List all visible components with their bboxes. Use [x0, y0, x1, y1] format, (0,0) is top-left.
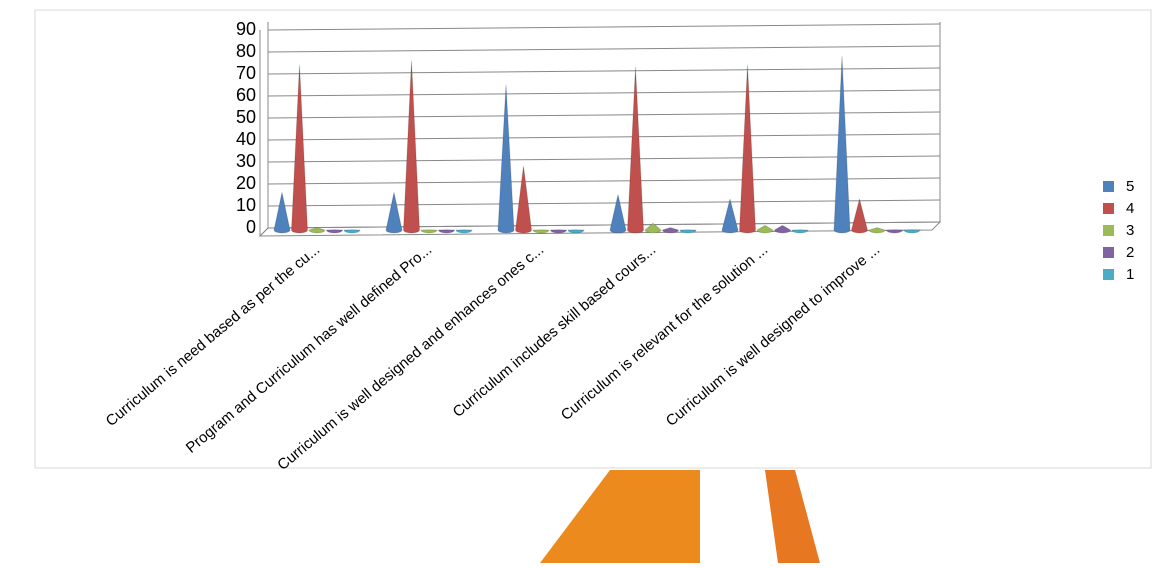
grid-line [267, 133, 941, 141]
y-tick-label: 70 [236, 63, 256, 83]
cone [644, 222, 662, 234]
legend-label: 5 [1126, 178, 1134, 195]
y-tick-label: 80 [236, 41, 256, 61]
legend-label: 1 [1126, 266, 1134, 283]
background-decoration [540, 470, 820, 563]
cone [850, 198, 869, 234]
legend-label: 2 [1126, 244, 1134, 261]
grid-line [267, 221, 941, 229]
cone [514, 165, 533, 234]
cone [791, 229, 809, 234]
y-tick-label: 10 [236, 195, 256, 215]
cone [738, 64, 757, 234]
grid-line [267, 23, 941, 31]
cone [721, 198, 739, 234]
cone [903, 229, 921, 234]
legend-label: 4 [1126, 200, 1134, 217]
legend-swatch [1103, 269, 1114, 280]
y-tick-label: 0 [246, 217, 256, 237]
y-tick-label: 30 [236, 151, 256, 171]
cone [385, 192, 403, 234]
legend-swatch [1103, 247, 1114, 258]
cone [308, 227, 326, 234]
cone [420, 229, 438, 234]
cone [290, 64, 309, 234]
x-tick-label: Curriculum is well designed to improve .… [663, 241, 883, 430]
cone [885, 229, 904, 234]
grid-line [267, 89, 941, 97]
cone [497, 84, 515, 234]
cone [773, 224, 792, 234]
cone [833, 55, 851, 234]
cone [868, 227, 886, 234]
legend-swatch [1103, 225, 1114, 236]
grid-line [267, 45, 941, 53]
x-tick-label: Curriculum is need based as per the cu..… [103, 241, 323, 430]
grid-line [267, 111, 941, 119]
cone [626, 66, 645, 234]
y-tick-label: 20 [236, 173, 256, 193]
cone [343, 229, 361, 234]
grid-line [267, 177, 941, 185]
x-tick-label: Program and Curriculum has well defined … [183, 241, 435, 457]
chart-border [34, 9, 1152, 469]
cone [756, 224, 774, 234]
x-tick-label: Curriculum is relevant for the solution … [558, 241, 771, 424]
cone [273, 192, 291, 234]
x-tick-label: Curriculum includes skill based cours... [450, 241, 660, 421]
x-tick-label: Curriculum is well designed and enhances… [274, 241, 547, 474]
legend-label: 3 [1126, 222, 1134, 239]
cone [549, 229, 568, 234]
cone [325, 229, 344, 234]
cone [532, 229, 550, 234]
cone [567, 229, 585, 234]
y-tick-label: 50 [236, 107, 256, 127]
cone [679, 229, 697, 234]
cone [437, 229, 456, 234]
grid-line [267, 155, 941, 163]
grid-line [267, 67, 941, 75]
grid-line [267, 199, 941, 207]
cone [661, 227, 680, 234]
legend-swatch [1103, 181, 1114, 192]
y-tick-label: 40 [236, 129, 256, 149]
y-tick-label: 60 [236, 85, 256, 105]
cone [402, 60, 421, 234]
y-tick-label: 90 [236, 19, 256, 39]
cone [455, 229, 473, 234]
cone [609, 194, 627, 234]
legend-swatch [1103, 203, 1114, 214]
